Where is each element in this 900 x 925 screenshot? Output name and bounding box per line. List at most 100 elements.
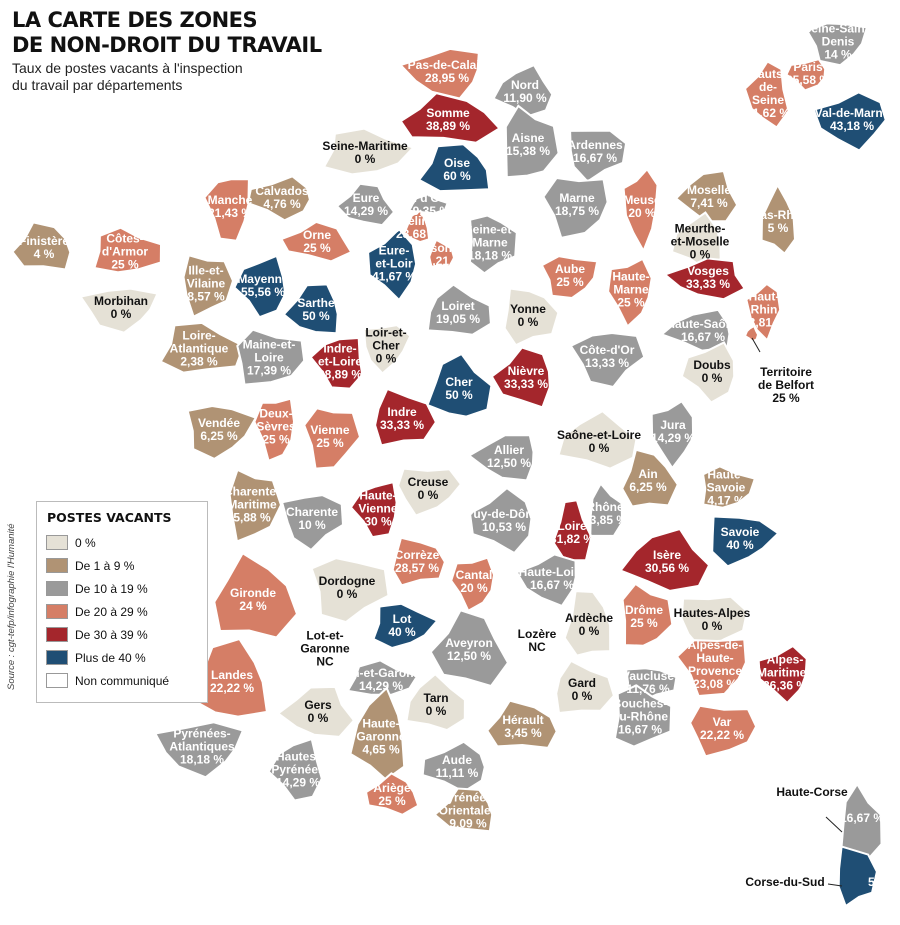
label-orne: Orne (303, 228, 331, 242)
value-ardennes: 16,67 % (573, 151, 617, 165)
label-haute-corse: Haute-Corse (776, 785, 848, 799)
label-manche: Manche (208, 193, 253, 207)
value-sarthe: 50 % (302, 309, 330, 323)
label-dordogne: Dordogne (319, 574, 376, 588)
legend-swatch (46, 581, 68, 596)
label-alpes-de-haute-provence: Alpes-de-Haute-Provence (688, 638, 743, 678)
label-seine-saint-denis: Seine-Saint-Denis (803, 22, 872, 49)
region-saone-et-loire (557, 409, 638, 470)
legend-item-de-1-a-9: De 1 à 9 % (46, 557, 134, 574)
label-charente: Charente (286, 505, 338, 519)
label-meurthe-et-moselle: Meurthe-et-Moselle (671, 222, 730, 249)
region-cotes-d-armor (93, 226, 163, 274)
value-puy-de-dome: 10,53 % (482, 520, 526, 534)
legend-label: De 20 à 29 % (75, 604, 148, 619)
label-gironde: Gironde (230, 586, 276, 600)
value-vendee: 6,25 % (200, 429, 238, 443)
value-landes: 22,22 % (210, 681, 254, 695)
label-loiret: Loiret (441, 299, 474, 313)
value-haute-savoie: 4,17 % (707, 494, 745, 508)
value-aisne: 15,38 % (506, 144, 550, 158)
legend: POSTES VACANTS 0 % De 1 à 9 % De 10 à 19 %… (36, 501, 208, 703)
region-nievre (490, 346, 551, 409)
region-aude (421, 740, 486, 793)
label-indre: Indre (387, 405, 417, 419)
value-orne: 25 % (303, 241, 331, 255)
value-tarn: 0 % (426, 704, 447, 718)
value-correze: 28,57 % (395, 561, 439, 575)
region-creuse (397, 467, 463, 517)
region-gard (555, 659, 616, 715)
value-pas-de-calais: 28,95 % (425, 71, 469, 85)
value-eure: 14,29 % (344, 204, 388, 218)
region-loire-atlantique (159, 321, 245, 374)
label-landes: Landes (211, 668, 253, 682)
value-lozere: NC (528, 640, 546, 654)
region-marne (542, 176, 609, 240)
region-lozere (507, 611, 562, 670)
region-ille-et-vilaine (182, 254, 235, 319)
value-marne: 18,75 % (555, 204, 599, 218)
region-pyrenees-orientales (433, 787, 494, 833)
region-yvelines (402, 209, 431, 244)
region-yonne (503, 287, 560, 347)
region-correze (391, 536, 446, 587)
legend-swatch (46, 558, 68, 573)
region-drome (621, 582, 674, 647)
value-cher: 50 % (445, 388, 473, 402)
region-oise (417, 143, 491, 193)
label-haute-marne: Haute-Marne (612, 270, 649, 297)
region-mayenne (233, 254, 287, 319)
label-hautes-pyrenees: Hautes-Pyrénées (271, 750, 325, 777)
subtitle-line-2: du travail par départements (12, 77, 183, 93)
label-oise: Oise (444, 156, 470, 170)
title-line-1: LA CARTE DES ZONES (12, 8, 258, 32)
region-gers (276, 685, 356, 738)
legend-swatch (46, 535, 68, 550)
value-dordogne: 0 % (337, 587, 358, 601)
label-aude: Aude (442, 753, 472, 767)
legend-label: Plus de 40 % (75, 650, 146, 665)
value-meurthe-et-moselle: 0 % (690, 248, 711, 262)
region-haut-rhin (745, 282, 782, 343)
region-rhone (589, 481, 624, 537)
legend-item-plus-de-40: Plus de 40 % (46, 649, 146, 666)
label-eure: Eure (353, 191, 380, 205)
label-cotes-d-armor: Côtes-d'Armor (102, 232, 149, 259)
value-haute-corse: 16,67 % (840, 811, 884, 825)
label-allier: Allier (494, 443, 524, 457)
region-allier (467, 434, 535, 482)
legend-label: 0 % (75, 535, 96, 550)
value-cote-d-or: 13,33 % (585, 356, 629, 370)
value-territoire-de-belfort: 25 % (772, 391, 800, 405)
region-tarn (405, 672, 466, 732)
region-var (688, 704, 758, 758)
value-seine-et-marne: 18,18 % (468, 249, 512, 263)
value-gard: 0 % (572, 689, 593, 703)
value-lot: 40 % (388, 625, 416, 639)
label-pyrenees-atlantiques: Pyrénées-Atlantiques (169, 727, 235, 754)
legend-swatch (46, 650, 68, 665)
value-hautes-pyrenees: 14,29 % (276, 776, 320, 790)
value-ille-et-vilaine: 8,57 % (187, 290, 225, 304)
value-herault: 3,45 % (504, 726, 542, 740)
value-bouches-du-rhone: 16,67 % (618, 723, 662, 737)
region-alpes-maritimes (757, 644, 808, 705)
leader-lines (751, 337, 843, 887)
value-essonne: 21,21 % (419, 254, 463, 268)
label-haute-loire: Haute-Loire (519, 565, 586, 579)
value-tarn-et-garonne: 14,29 % (359, 679, 403, 693)
label-meuse: Meuse (623, 193, 661, 207)
subtitle-line-1: Taux de postes vacants à l'inspection (12, 60, 243, 76)
label-aisne: Aisne (512, 131, 545, 145)
region-orne (279, 220, 353, 263)
value-deux-sevres: 25 % (262, 433, 290, 447)
region-territoire-de-belfort (744, 325, 759, 342)
value-cotes-d-armor: 25 % (111, 258, 139, 272)
value-gironde: 24 % (239, 599, 267, 613)
value-ardeche: 0 % (579, 624, 600, 638)
value-creuse: 0 % (418, 488, 439, 502)
label-seine-maritime: Seine-Maritime (322, 139, 408, 153)
label-ardeche: Ardèche (565, 611, 613, 625)
